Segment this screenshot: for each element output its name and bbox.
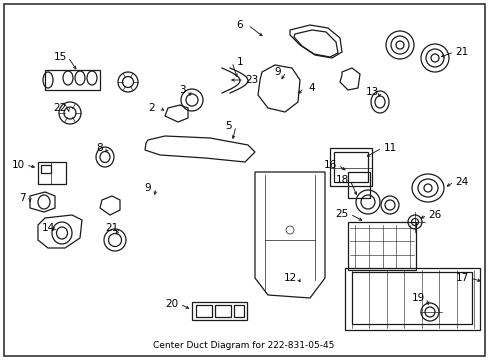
Bar bbox=[347, 222, 415, 270]
Text: 17: 17 bbox=[454, 273, 468, 283]
Bar bbox=[329, 148, 371, 186]
Text: 2: 2 bbox=[148, 103, 155, 113]
Text: 13: 13 bbox=[365, 87, 378, 97]
Text: 4: 4 bbox=[308, 83, 315, 93]
Text: 25: 25 bbox=[335, 209, 348, 219]
Text: 16: 16 bbox=[323, 160, 336, 170]
Text: Center Duct Diagram for 222-831-05-45: Center Duct Diagram for 222-831-05-45 bbox=[153, 341, 334, 350]
Text: 8: 8 bbox=[97, 143, 103, 153]
Bar bbox=[333, 152, 367, 182]
Text: 6: 6 bbox=[236, 20, 243, 30]
Text: 7: 7 bbox=[19, 193, 25, 203]
Text: 11: 11 bbox=[383, 143, 396, 153]
Text: 9: 9 bbox=[144, 183, 151, 193]
Text: 3: 3 bbox=[178, 85, 185, 95]
Bar bbox=[41, 165, 51, 173]
Text: 20: 20 bbox=[165, 299, 178, 309]
Text: 5: 5 bbox=[224, 121, 231, 131]
Bar bbox=[196, 305, 212, 317]
Text: 15: 15 bbox=[53, 52, 66, 62]
Text: 23: 23 bbox=[245, 75, 258, 85]
Bar bbox=[347, 172, 369, 198]
Text: 24: 24 bbox=[454, 177, 468, 187]
Bar bbox=[38, 162, 66, 184]
Text: 12: 12 bbox=[283, 273, 296, 283]
Bar bbox=[345, 268, 479, 330]
Bar bbox=[234, 305, 244, 317]
Text: 19: 19 bbox=[410, 293, 424, 303]
Bar bbox=[215, 305, 230, 317]
Text: 26: 26 bbox=[427, 210, 441, 220]
Text: 21: 21 bbox=[105, 223, 119, 233]
Text: 18: 18 bbox=[335, 175, 348, 185]
Text: 1: 1 bbox=[236, 57, 243, 67]
Text: 14: 14 bbox=[41, 223, 55, 233]
Text: 21: 21 bbox=[454, 47, 468, 57]
Text: 22: 22 bbox=[53, 103, 66, 113]
Text: 9: 9 bbox=[274, 67, 281, 77]
Bar bbox=[192, 302, 246, 320]
Bar bbox=[351, 272, 471, 324]
Text: 10: 10 bbox=[11, 160, 24, 170]
